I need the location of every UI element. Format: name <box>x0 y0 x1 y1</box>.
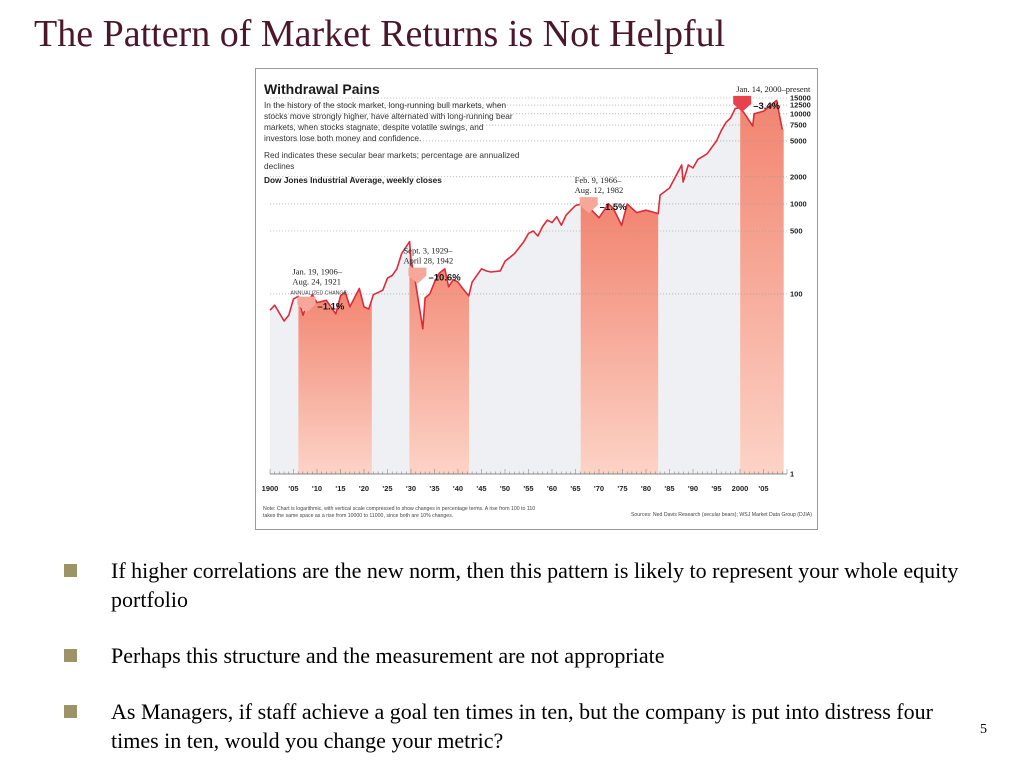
x-tick-label: '20 <box>359 484 369 493</box>
bullet-item: As Managers, if staff achieve a goal ten… <box>64 697 974 755</box>
bullet-text: As Managers, if staff achieve a goal ten… <box>111 699 933 753</box>
footnote-line: Note: Chart is logarithmic, with vertica… <box>263 506 535 512</box>
y-tick-label: 1 <box>790 470 794 479</box>
bullet-list: If higher correlations are the new norm,… <box>64 556 974 782</box>
y-tick-label: 100 <box>790 290 803 299</box>
down-arrow-icon <box>579 197 598 214</box>
source-note: Sources: Ned Davis Research (secular bea… <box>631 512 812 518</box>
annualized-change-label: –1.1% <box>317 302 344 313</box>
bullet-item: If higher correlations are the new norm,… <box>64 556 974 614</box>
x-tick-label: '10 <box>312 484 322 493</box>
y-tick-label: 12500 <box>790 101 811 110</box>
x-tick-label: '35 <box>429 484 439 493</box>
x-tick-label: '80 <box>641 484 651 493</box>
chart-subtitle-line: In the history of the stock market, long… <box>264 100 506 110</box>
bear-market-region <box>409 241 469 474</box>
annualized-change-caption: ANNUALIZED CHANGE: <box>290 291 348 297</box>
x-tick-label: '85 <box>664 484 674 493</box>
square-bullet-icon <box>64 564 77 577</box>
page-number: 5 <box>980 722 987 737</box>
x-tick-label: '05 <box>758 484 768 493</box>
legend-note-line: Red indicates these secular bear markets… <box>264 150 520 160</box>
x-tick-label: 1900 <box>262 484 279 493</box>
square-bullet-icon <box>64 649 77 662</box>
bear-market-annotation: –3.4% Jan. 14, 2000–present <box>733 84 811 112</box>
y-tick-label: 2000 <box>790 172 807 181</box>
x-tick-label: '40 <box>453 484 463 493</box>
square-bullet-icon <box>64 705 77 718</box>
bear-market-period-label: Jan. 19, 1906– <box>292 267 342 277</box>
series-label: Dow Jones Industrial Average, weekly clo… <box>264 175 442 185</box>
chart-subtitle-line: markets, when stocks stagnate, despite v… <box>264 122 484 132</box>
bullet-text: Perhaps this structure and the measureme… <box>111 643 665 668</box>
annualized-change-label: –1.5% <box>600 202 627 213</box>
bear-market-period-label: Sept. 3, 1929– <box>403 246 453 256</box>
x-tick-label: '90 <box>688 484 698 493</box>
chart-subtitle-line: stocks move strongly higher, have altern… <box>264 111 513 121</box>
down-arrow-icon <box>297 296 316 313</box>
x-tick-label: '95 <box>711 484 721 493</box>
x-tick-label: '15 <box>335 484 345 493</box>
y-tick-label: 7500 <box>790 121 807 130</box>
bear-market-annotation: –10.6% Sept. 3, 1929–April 28, 1942 <box>403 246 461 284</box>
y-tick-label: 5000 <box>790 137 807 146</box>
down-arrow-icon <box>733 95 752 112</box>
bullet-text: If higher correlations are the new norm,… <box>111 558 959 612</box>
x-tick-label: '60 <box>547 484 557 493</box>
y-tick-label: 1000 <box>790 200 807 209</box>
x-tick-label: '70 <box>594 484 604 493</box>
y-tick-label: 500 <box>790 227 803 236</box>
x-tick-label: '50 <box>500 484 510 493</box>
chart-title: Withdrawal Pains <box>264 81 380 97</box>
withdrawal-pains-chart: 1900 '05 '10 '15 '20 '25 '30 '35 '40 '45 '50 '55 '60… <box>262 78 812 519</box>
bullet-item: Perhaps this structure and the measureme… <box>64 641 974 670</box>
footnote-line: takes the same space as a rise from 1000… <box>263 513 453 519</box>
x-tick-label: '65 <box>570 484 580 493</box>
bear-market-period-label: Jan. 14, 2000–present <box>736 84 811 94</box>
annualized-change-label: –3.4% <box>753 101 780 112</box>
bear-market-region <box>298 288 372 474</box>
x-tick-label: 2000 <box>732 484 749 493</box>
bear-market-region <box>740 100 784 475</box>
annualized-change-label: –10.6% <box>428 273 461 284</box>
legend-note-line: declines <box>264 161 294 171</box>
y-tick-label: 15000 <box>790 94 811 103</box>
bear-market-annotation: –1.1% ANNUALIZED CHANGE: Jan. 19, 1906–Aug… <box>290 267 348 313</box>
y-tick-label: 10000 <box>790 109 811 118</box>
bear-market-region <box>580 203 659 474</box>
x-tick-label: '05 <box>288 484 298 493</box>
djia-series-line <box>269 99 784 330</box>
bear-market-period-label: Aug. 24, 1921 <box>292 277 341 287</box>
x-tick-label: '30 <box>406 484 416 493</box>
bear-market-period-label: Feb. 9, 1966– <box>575 175 623 185</box>
x-tick-label: '75 <box>617 484 627 493</box>
bear-market-period-label: April 28, 1942 <box>403 256 453 266</box>
x-tick-label: '45 <box>476 484 486 493</box>
x-tick-label: '55 <box>523 484 533 493</box>
bear-market-annotation: –1.5% Feb. 9, 1966–Aug. 12, 1982 <box>575 175 627 214</box>
slide-title: The Pattern of Market Returns is Not Hel… <box>34 13 726 55</box>
x-tick-label: '25 <box>382 484 392 493</box>
chart-subtitle-line: investors lose both money and confidence… <box>264 133 421 143</box>
chart-frame: 1900 '05 '10 '15 '20 '25 '30 '35 '40 '45 '50 '55 '60… <box>255 68 818 530</box>
bear-market-period-label: Aug. 12, 1982 <box>575 185 624 195</box>
down-arrow-icon <box>408 267 427 284</box>
